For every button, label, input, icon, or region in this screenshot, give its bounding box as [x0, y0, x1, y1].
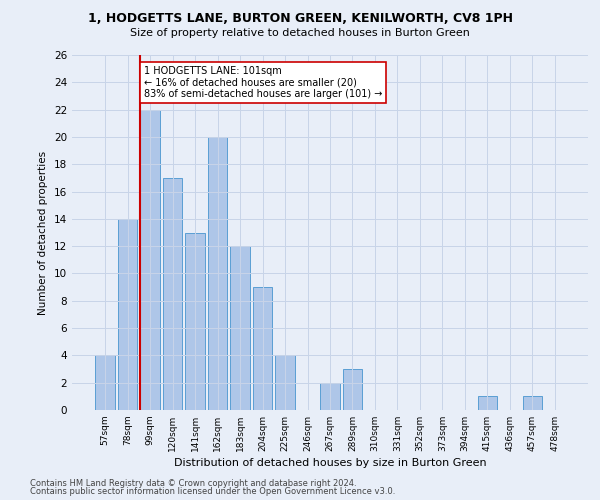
Bar	[185, 232, 205, 410]
Text: Contains public sector information licensed under the Open Government Licence v3: Contains public sector information licen…	[30, 487, 395, 496]
Text: Contains HM Land Registry data © Crown copyright and database right 2024.: Contains HM Land Registry data © Crown c…	[30, 478, 356, 488]
Bar	[275, 356, 295, 410]
Bar	[478, 396, 497, 410]
Bar	[208, 137, 227, 410]
Bar	[253, 287, 272, 410]
Bar	[343, 369, 362, 410]
Bar	[95, 356, 115, 410]
Bar	[523, 396, 542, 410]
Bar	[140, 110, 160, 410]
Text: 1, HODGETTS LANE, BURTON GREEN, KENILWORTH, CV8 1PH: 1, HODGETTS LANE, BURTON GREEN, KENILWOR…	[88, 12, 512, 26]
Bar	[320, 382, 340, 410]
Bar	[163, 178, 182, 410]
Text: Size of property relative to detached houses in Burton Green: Size of property relative to detached ho…	[130, 28, 470, 38]
Bar	[230, 246, 250, 410]
X-axis label: Distribution of detached houses by size in Burton Green: Distribution of detached houses by size …	[173, 458, 487, 468]
Y-axis label: Number of detached properties: Number of detached properties	[38, 150, 49, 314]
Text: 1 HODGETTS LANE: 101sqm
← 16% of detached houses are smaller (20)
83% of semi-de: 1 HODGETTS LANE: 101sqm ← 16% of detache…	[144, 66, 382, 99]
Bar	[118, 219, 137, 410]
